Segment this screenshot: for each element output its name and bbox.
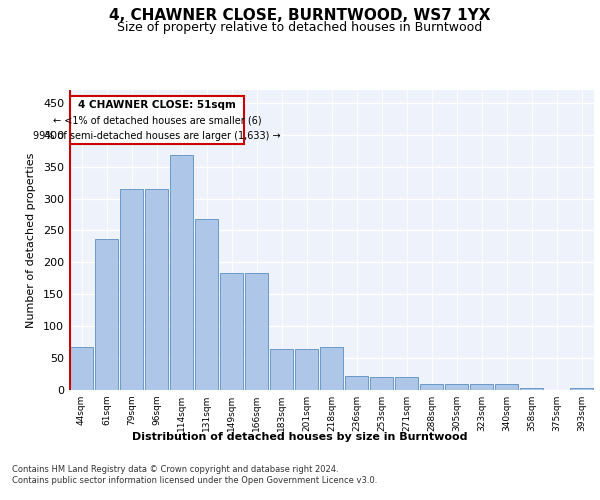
- Text: 99% of semi-detached houses are larger (1,633) →: 99% of semi-detached houses are larger (…: [33, 130, 281, 140]
- Bar: [420, 384, 443, 390]
- Text: 4 CHAWNER CLOSE: 51sqm: 4 CHAWNER CLOSE: 51sqm: [78, 100, 236, 110]
- Text: Contains HM Land Registry data © Crown copyright and database right 2024.: Contains HM Land Registry data © Crown c…: [12, 465, 338, 474]
- Bar: [170, 155, 193, 390]
- Bar: [220, 273, 243, 390]
- Text: Distribution of detached houses by size in Burntwood: Distribution of detached houses by size …: [132, 432, 468, 442]
- Bar: [145, 189, 168, 390]
- Text: 4, CHAWNER CLOSE, BURNTWOOD, WS7 1YX: 4, CHAWNER CLOSE, BURNTWOOD, WS7 1YX: [109, 8, 491, 22]
- Bar: [120, 189, 143, 390]
- Bar: [520, 388, 543, 390]
- Bar: [70, 346, 93, 390]
- Bar: [395, 377, 418, 390]
- Y-axis label: Number of detached properties: Number of detached properties: [26, 152, 36, 328]
- Text: Contains public sector information licensed under the Open Government Licence v3: Contains public sector information licen…: [12, 476, 377, 485]
- Bar: [470, 384, 493, 390]
- Bar: [195, 219, 218, 390]
- Bar: [270, 348, 293, 390]
- Bar: [495, 384, 518, 390]
- Bar: [295, 348, 318, 390]
- Bar: [345, 376, 368, 390]
- Bar: [320, 346, 343, 390]
- Text: Size of property relative to detached houses in Burntwood: Size of property relative to detached ho…: [118, 21, 482, 34]
- Bar: [370, 377, 393, 390]
- Bar: [445, 384, 468, 390]
- Bar: [570, 388, 593, 390]
- Bar: [95, 240, 118, 390]
- Bar: [245, 273, 268, 390]
- Text: ← <1% of detached houses are smaller (6): ← <1% of detached houses are smaller (6): [53, 116, 262, 126]
